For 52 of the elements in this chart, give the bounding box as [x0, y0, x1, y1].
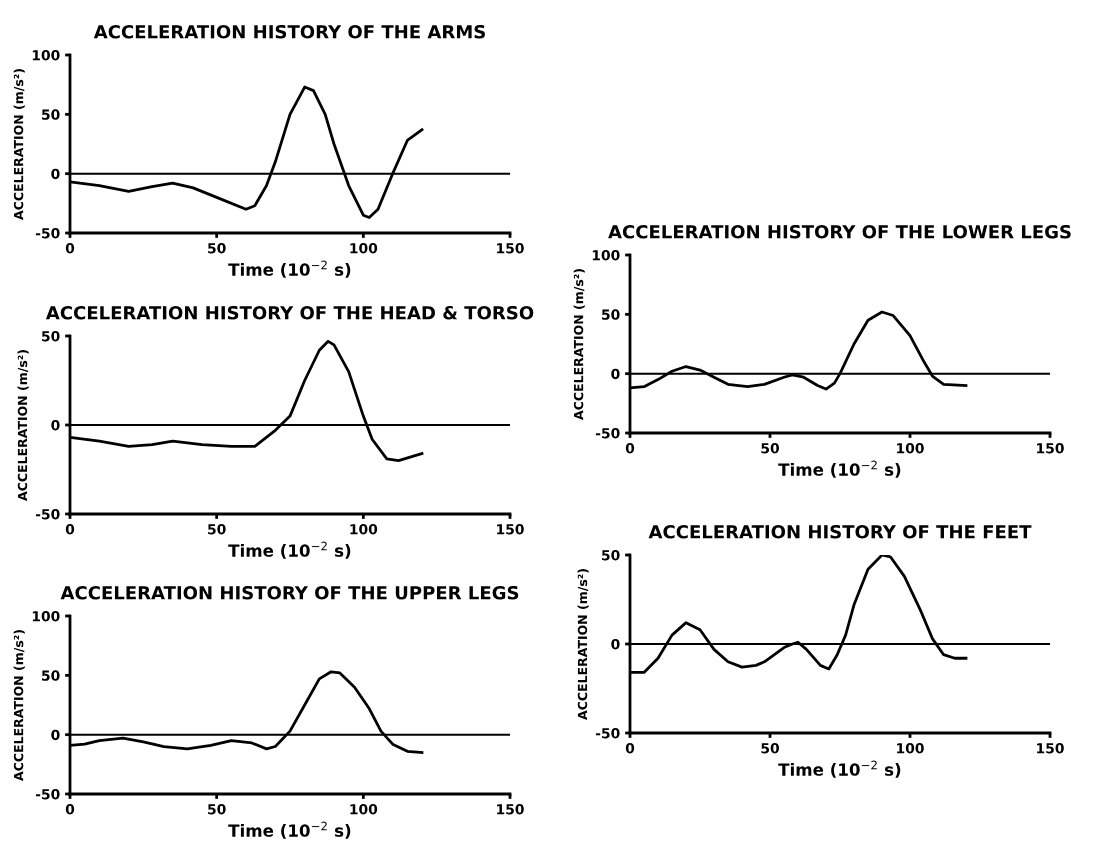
chart-title: ACCELERATION HISTORY OF THE HEAD & TORSO [45, 305, 534, 320]
x-tick-label: 50 [208, 242, 226, 254]
x-axis-title: Time (10$^{−2}$ s) [228, 541, 351, 559]
x-tick-label: 150 [497, 242, 524, 254]
y-tick-label: 0 [51, 419, 60, 431]
y-tick-label: 0 [51, 168, 60, 180]
x-axis-title: Time (10$^{−2}$ s) [778, 760, 901, 778]
chart-title: ACCELERATION HISTORY OF THE LOWER LEGS [608, 224, 1071, 239]
chart-title: ACCELERATION HISTORY OF THE ARMS [93, 24, 485, 39]
x-axis-title: Time (10$^{−2}$ s) [228, 260, 351, 278]
y-axis-title: ACCELERATION (m/s²) [17, 350, 29, 501]
x-tick-label: 50 [761, 442, 779, 454]
x-tick-label: 0 [65, 523, 75, 535]
x-tick-label: 0 [625, 742, 635, 754]
x-tick-label: 150 [497, 803, 524, 815]
x-tick-label: 50 [761, 742, 779, 754]
x-tick-label: 150 [1037, 442, 1064, 454]
x-tick-label: 100 [350, 523, 378, 535]
y-tick-label: 50 [42, 330, 60, 342]
x-tick-label: 100 [897, 442, 924, 454]
y-tick-label: -50 [35, 227, 60, 239]
x-tick-label: 50 [208, 523, 226, 535]
y-axis-title: ACCELERATION (m/s²) [577, 569, 589, 720]
chart-title: ACCELERATION HISTORY OF THE UPPER LEGS [60, 585, 519, 600]
chart-title: ACCELERATION HISTORY OF THE FEET [648, 524, 1032, 539]
y-tick-label: -50 [595, 427, 620, 439]
y-tick-label: 0 [611, 638, 620, 650]
y-tick-label: 0 [611, 368, 620, 380]
y-axis-title: ACCELERATION (m/s²) [13, 630, 25, 781]
y-tick-label: 100 [32, 610, 60, 622]
y-tick-label: 50 [42, 109, 60, 120]
x-tick-label: 100 [350, 803, 378, 815]
x-tick-label: 0 [65, 242, 75, 254]
y-axis-title: ACCELERATION (m/s²) [573, 269, 585, 420]
x-axis-title: Time (10$^{−2}$ s) [778, 460, 901, 478]
x-tick-label: 0 [625, 442, 635, 454]
x-tick-label: 50 [208, 803, 226, 815]
x-tick-label: 100 [897, 742, 924, 754]
y-tick-label: 50 [42, 670, 60, 681]
y-axis-title: ACCELERATION (m/s²) [13, 69, 25, 220]
x-tick-label: 150 [497, 523, 524, 535]
x-tick-label: 100 [350, 242, 378, 254]
x-tick-label: 0 [65, 803, 75, 815]
x-tick-label: 150 [1037, 742, 1064, 754]
y-tick-label: -50 [35, 788, 60, 800]
y-tick-label: 0 [51, 729, 60, 741]
y-tick-label: 100 [32, 49, 60, 61]
y-tick-label: 50 [602, 309, 620, 320]
x-axis-title: Time (10$^{−2}$ s) [228, 821, 351, 839]
y-tick-label: -50 [595, 727, 620, 739]
y-tick-label: 50 [602, 549, 620, 561]
y-tick-label: -50 [35, 508, 60, 520]
